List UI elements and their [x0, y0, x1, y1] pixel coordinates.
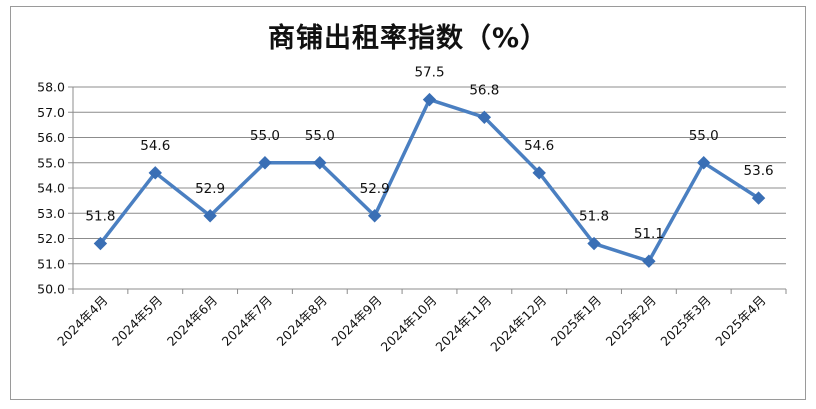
data-point-marker	[422, 92, 437, 107]
x-tick-label: 2025年1月	[548, 293, 604, 349]
data-point-marker	[697, 156, 711, 170]
chart-title: 商铺出租率指数（%）	[267, 23, 549, 54]
x-tick-label: 2024年7月	[219, 293, 275, 349]
data-label: 52.9	[195, 181, 225, 197]
data-label: 54.6	[140, 138, 170, 154]
x-tick-label: 2024年9月	[328, 293, 384, 349]
data-label: 53.6	[744, 163, 774, 179]
y-tick-label: 56.0	[37, 130, 65, 145]
x-tick-label: 2024年6月	[164, 293, 220, 349]
data-label: 57.5	[414, 65, 444, 81]
data-point-marker	[93, 236, 108, 251]
gridlines	[73, 86, 786, 290]
data-point-marker	[367, 209, 382, 223]
x-tick-label: 2025年2月	[603, 293, 659, 349]
data-label: 55.0	[689, 128, 719, 144]
data-label: 55.0	[305, 128, 335, 144]
x-tick-label: 2025年3月	[657, 293, 713, 349]
y-axis: 50.0 51.0 52.0 53.0 54.0 55.0 56.0 57.0 58.0	[37, 80, 74, 297]
series-line	[93, 92, 766, 268]
y-tick-label: 52.0	[37, 231, 65, 246]
data-label: 56.8	[469, 82, 499, 98]
data-label: 51.1	[634, 226, 664, 242]
data-label: 54.6	[524, 138, 554, 154]
data-label: 55.0	[250, 128, 280, 144]
data-labels: 51.8 54.6 52.9 55.0 55.0 52.9 57.5 56.8 54.6 51.8…	[85, 65, 773, 243]
y-tick-label: 53.0	[37, 206, 65, 221]
data-point-marker	[532, 166, 546, 180]
data-point-marker	[313, 156, 327, 170]
y-tick-label: 58.0	[37, 80, 65, 95]
data-point-marker	[203, 209, 217, 223]
data-label: 52.9	[360, 181, 390, 197]
data-point-marker	[587, 236, 601, 251]
data-point-marker	[751, 191, 766, 205]
data-point-marker	[148, 166, 162, 180]
x-tick-label: 2024年10月	[378, 293, 440, 355]
x-tick-label: 2025年4月	[712, 293, 768, 349]
x-tick-label: 2024年11月	[432, 293, 494, 355]
x-tick-label: 2024年12月	[487, 293, 549, 355]
data-point-marker	[642, 254, 656, 268]
x-tick-label: 2024年8月	[274, 293, 330, 349]
data-point-marker	[477, 110, 492, 125]
y-tick-label: 54.0	[37, 181, 65, 196]
y-tick-label: 55.0	[37, 155, 65, 170]
data-label: 51.8	[85, 209, 115, 225]
y-tick-label: 57.0	[37, 105, 65, 120]
x-axis: 2024年4月2024年5月2024年6月2024年7月2024年8月2024年…	[54, 288, 787, 355]
x-tick-label: 2024年5月	[109, 293, 165, 349]
data-label: 51.8	[579, 209, 609, 225]
y-tick-label: 51.0	[37, 256, 65, 271]
data-point-marker	[258, 156, 272, 170]
y-tick-label: 50.0	[37, 282, 65, 297]
x-tick-label: 2024年4月	[54, 293, 110, 349]
chart-frame	[10, 6, 806, 400]
